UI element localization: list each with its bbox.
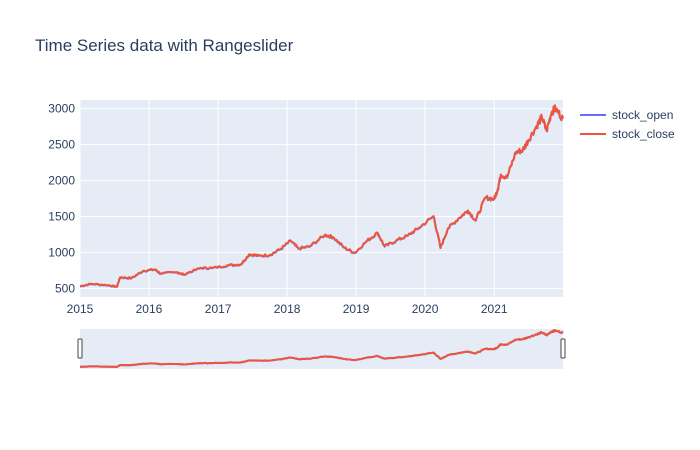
x-tick-label: 2018 [274, 302, 301, 316]
gridlines [79, 100, 563, 297]
series-lines [79, 104, 564, 288]
x-axis-ticks: 2015 2016 2017 2018 2019 2020 2021 [67, 302, 508, 316]
rangeslider-line-stock-close [80, 329, 564, 368]
chart-title: Time Series data with Rangeslider [35, 36, 294, 55]
legend-item[interactable]: stock_close [580, 127, 675, 141]
y-tick-label: 500 [55, 281, 75, 295]
y-tick-label: 2000 [48, 174, 75, 188]
x-tick-label: 2020 [412, 302, 439, 316]
y-axis-ticks: 500 1000 1500 2000 2500 3000 [48, 102, 75, 296]
x-tick-label: 2016 [136, 302, 163, 316]
x-tick-label: 2021 [481, 302, 508, 316]
plot-area[interactable] [80, 100, 563, 297]
legend-label: stock_open [612, 108, 673, 122]
x-tick-label: 2019 [343, 302, 370, 316]
legend[interactable]: stock_open stock_close [580, 108, 675, 141]
legend-item[interactable]: stock_open [580, 108, 673, 122]
x-tick-label: 2015 [67, 302, 94, 316]
legend-label: stock_close [612, 127, 675, 141]
rangeslider-left-handle[interactable] [77, 338, 83, 359]
y-tick-label: 2500 [48, 138, 75, 152]
y-tick-label: 1000 [48, 245, 75, 259]
rangeslider[interactable] [77, 329, 566, 369]
series-line-stock-close [79, 104, 564, 288]
y-tick-label: 1500 [48, 209, 75, 223]
x-tick-label: 2017 [205, 302, 232, 316]
y-tick-label: 3000 [48, 102, 75, 116]
rangeslider-right-handle[interactable] [560, 338, 566, 359]
